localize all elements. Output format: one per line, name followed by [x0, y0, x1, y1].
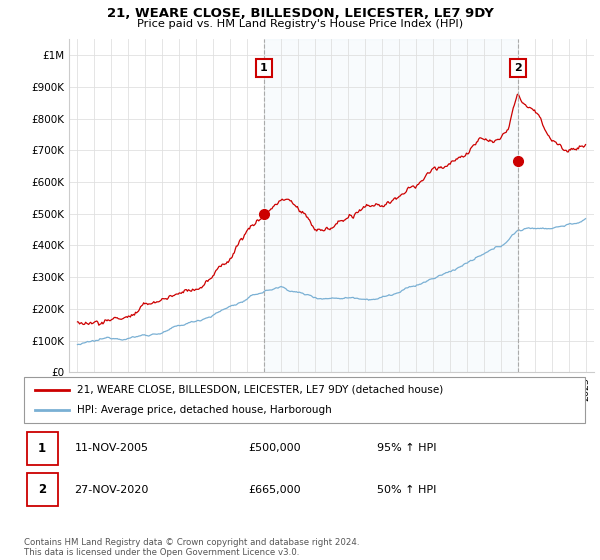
Bar: [27, 473, 58, 506]
Text: £665,000: £665,000: [248, 485, 301, 495]
Text: 1: 1: [38, 442, 46, 455]
Text: 2: 2: [38, 483, 46, 496]
Text: Contains HM Land Registry data © Crown copyright and database right 2024.
This d: Contains HM Land Registry data © Crown c…: [24, 538, 359, 557]
Text: 1: 1: [260, 63, 268, 73]
Bar: [27, 432, 58, 465]
Text: 95% ↑ HPI: 95% ↑ HPI: [377, 443, 437, 453]
Text: 50% ↑ HPI: 50% ↑ HPI: [377, 485, 437, 495]
Text: 21, WEARE CLOSE, BILLESDON, LEICESTER, LE7 9DY (detached house): 21, WEARE CLOSE, BILLESDON, LEICESTER, L…: [77, 385, 443, 395]
Text: 21, WEARE CLOSE, BILLESDON, LEICESTER, LE7 9DY: 21, WEARE CLOSE, BILLESDON, LEICESTER, L…: [107, 7, 493, 20]
Text: 11-NOV-2005: 11-NOV-2005: [74, 443, 148, 453]
Text: HPI: Average price, detached house, Harborough: HPI: Average price, detached house, Harb…: [77, 405, 332, 416]
Text: 27-NOV-2020: 27-NOV-2020: [74, 485, 149, 495]
Text: 2: 2: [514, 63, 521, 73]
Text: Price paid vs. HM Land Registry's House Price Index (HPI): Price paid vs. HM Land Registry's House …: [137, 19, 463, 29]
Bar: [264, 39, 518, 372]
Text: £500,000: £500,000: [248, 443, 301, 453]
